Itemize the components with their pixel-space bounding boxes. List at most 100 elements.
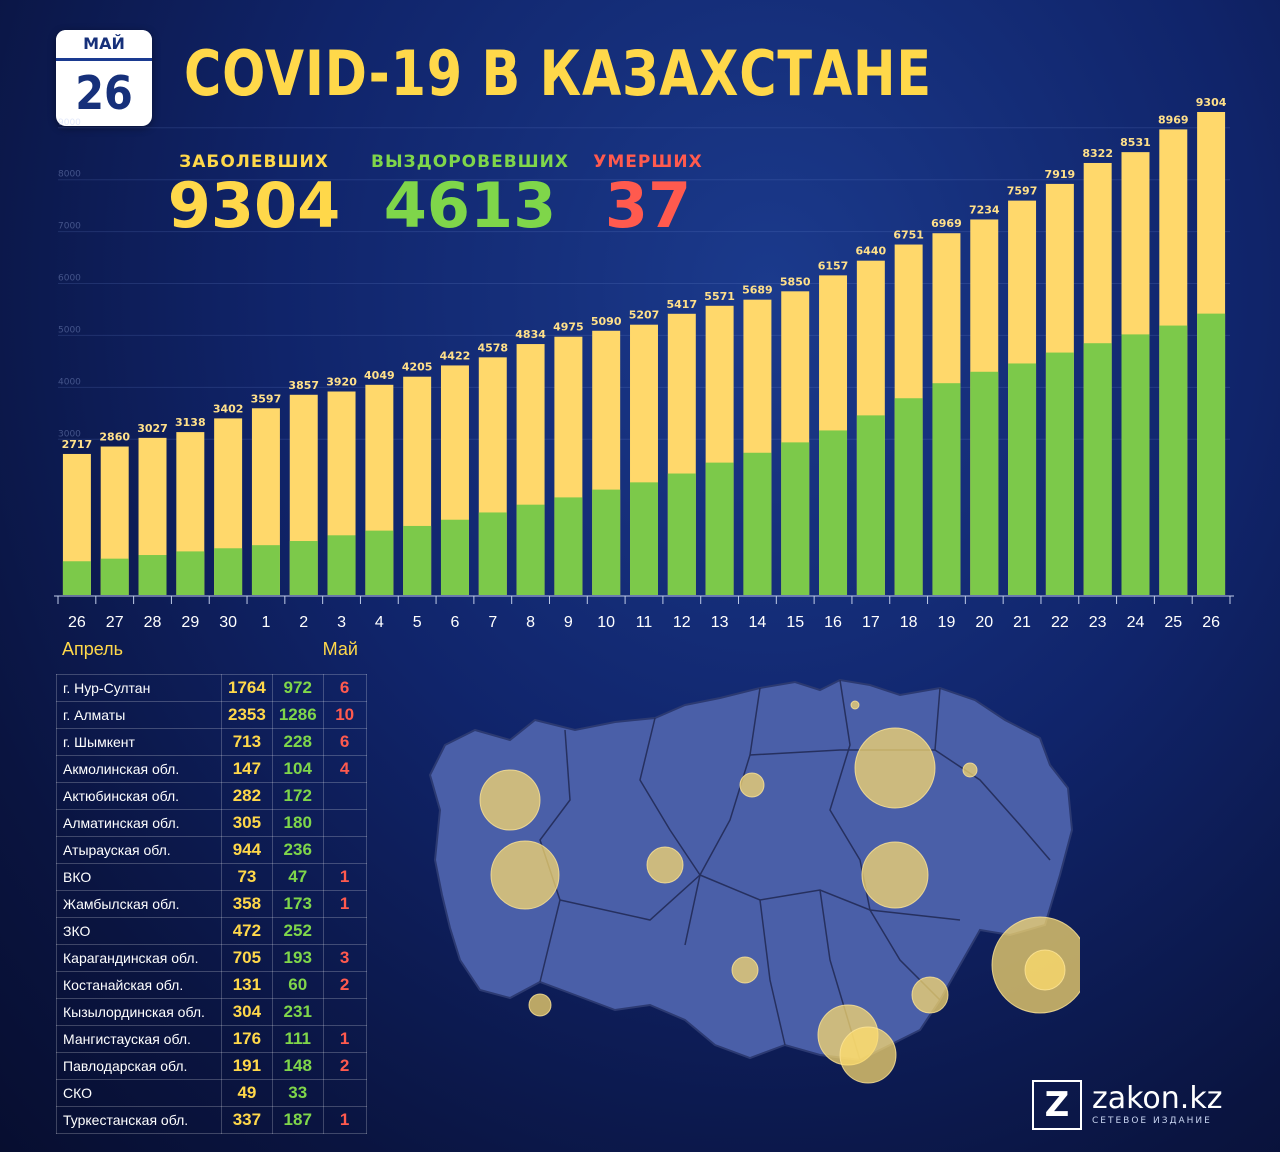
x-tick-label: 23 bbox=[1089, 614, 1107, 631]
data-label: 5689 bbox=[742, 284, 773, 297]
x-tick-label: 1 bbox=[261, 614, 270, 631]
region-deaths bbox=[322, 809, 367, 837]
logo-name: zakon.kz bbox=[1092, 1081, 1223, 1116]
cases-stat: ЗАБОЛЕВШИХ 9304 bbox=[162, 152, 346, 240]
region-name: Карагандинская обл. bbox=[56, 944, 222, 972]
region-cases: 472 bbox=[221, 917, 273, 945]
y-tick-label: 7000 bbox=[58, 222, 81, 232]
region-recovered: 231 bbox=[271, 998, 324, 1026]
bar-recovered bbox=[667, 473, 696, 595]
y-tick-label: 8000 bbox=[58, 170, 81, 180]
table-row: ЗКО 472 252 bbox=[56, 917, 367, 945]
x-tick-label: 28 bbox=[144, 614, 162, 631]
bar-recovered bbox=[630, 482, 658, 595]
x-tick-label: 18 bbox=[900, 614, 918, 631]
region-name: Актюбинская обл. bbox=[56, 782, 222, 810]
kazakhstan-map bbox=[428, 678, 1080, 1084]
region-deaths bbox=[322, 836, 367, 864]
data-label: 2860 bbox=[99, 431, 130, 444]
x-tick-label: 15 bbox=[786, 614, 804, 631]
region-recovered: 252 bbox=[271, 917, 324, 945]
data-label: 9304 bbox=[1196, 96, 1227, 109]
deaths-label: УМЕРШИХ bbox=[593, 152, 703, 172]
region-name: Костанайская обл. bbox=[56, 971, 222, 999]
region-recovered: 148 bbox=[271, 1052, 324, 1080]
region-deaths bbox=[322, 998, 367, 1026]
x-tick-label: 26 bbox=[1202, 614, 1220, 631]
bar-recovered bbox=[327, 535, 356, 595]
logo-subtitle: СЕТЕВОЕ ИЗДАНИЕ bbox=[1092, 1116, 1212, 1126]
x-tick-label: 2 bbox=[299, 614, 308, 631]
region-cases: 305 bbox=[221, 809, 273, 837]
x-tick-label: 24 bbox=[1127, 614, 1145, 631]
x-tick-label: 20 bbox=[975, 614, 993, 631]
bar-recovered bbox=[554, 497, 583, 595]
region-deaths: 2 bbox=[322, 971, 367, 999]
bar-recovered bbox=[1121, 334, 1150, 595]
region-deaths: 2 bbox=[322, 1052, 367, 1080]
region-cases: 1764 bbox=[221, 674, 273, 702]
region-recovered: 187 bbox=[271, 1106, 324, 1134]
region-deaths: 1 bbox=[322, 1025, 367, 1053]
region-cases: 147 bbox=[221, 755, 273, 783]
region-recovered: 172 bbox=[271, 782, 324, 810]
region-recovered: 972 bbox=[271, 674, 324, 702]
region-recovered: 60 bbox=[271, 971, 324, 999]
region-name: Алматинская обл. bbox=[56, 809, 222, 837]
data-label: 4422 bbox=[440, 349, 471, 362]
region-name: Мангистауская обл. bbox=[56, 1025, 222, 1053]
zakon-logo: Z zakon.kz СЕТЕВОЕ ИЗДАНИЕ bbox=[1032, 1080, 1222, 1130]
x-tick-label: 29 bbox=[181, 614, 199, 631]
deaths-stat: УМЕРШИХ 37 bbox=[592, 152, 704, 240]
month-label: Май bbox=[323, 639, 358, 659]
bar-recovered bbox=[1159, 325, 1188, 595]
region-cases: 705 bbox=[221, 944, 273, 972]
data-label: 3857 bbox=[288, 379, 319, 392]
y-tick-label: 6000 bbox=[58, 274, 81, 284]
table-row: Акмолинская обл. 147 104 4 bbox=[56, 755, 367, 783]
x-tick-label: 11 bbox=[636, 614, 653, 631]
table-row: г. Алматы 2353 1286 10 bbox=[56, 701, 367, 729]
case-bubble bbox=[911, 976, 949, 1014]
y-tick-label: 5000 bbox=[58, 325, 81, 335]
region-recovered: 180 bbox=[271, 809, 324, 837]
bar-recovered bbox=[970, 371, 999, 595]
table-row: г. Нур-Султан 1764 972 6 bbox=[56, 674, 367, 702]
region-name: СКО bbox=[56, 1079, 222, 1107]
case-bubble bbox=[739, 772, 765, 798]
bar-recovered bbox=[743, 452, 772, 595]
data-label: 8531 bbox=[1120, 136, 1151, 149]
region-deaths: 1 bbox=[322, 890, 367, 918]
data-label: 8969 bbox=[1158, 113, 1189, 126]
region-deaths: 6 bbox=[322, 728, 367, 756]
bar-recovered bbox=[214, 548, 243, 595]
case-bubble bbox=[839, 1026, 897, 1084]
case-bubble bbox=[731, 956, 759, 984]
case-bubbles bbox=[479, 700, 1080, 1084]
region-cases: 282 bbox=[221, 782, 273, 810]
case-bubble bbox=[490, 840, 560, 910]
case-bubble bbox=[479, 769, 541, 831]
x-tick-label: 5 bbox=[413, 614, 422, 631]
region-recovered: 193 bbox=[271, 944, 324, 972]
region-cases: 191 bbox=[221, 1052, 273, 1080]
y-tick-label: 9000 bbox=[58, 118, 81, 128]
region-cases: 73 bbox=[221, 863, 273, 891]
table-row: СКО 49 33 bbox=[56, 1079, 367, 1107]
x-tick-label: 14 bbox=[749, 614, 767, 631]
case-bubble bbox=[528, 993, 552, 1017]
region-name: Атырауская обл. bbox=[56, 836, 222, 864]
bar-recovered bbox=[592, 489, 621, 595]
x-tick-label: 30 bbox=[219, 614, 237, 631]
table-row: Туркестанская обл. 337 187 1 bbox=[56, 1106, 367, 1134]
region-recovered: 33 bbox=[271, 1079, 324, 1107]
bar-recovered bbox=[100, 558, 129, 595]
bar-recovered bbox=[403, 525, 432, 595]
bar-recovered bbox=[894, 398, 923, 595]
region-cases: 944 bbox=[221, 836, 273, 864]
x-tick-label: 3 bbox=[337, 614, 346, 631]
x-tick-label: 4 bbox=[375, 614, 384, 631]
x-tick-label: 22 bbox=[1051, 614, 1069, 631]
region-name: ЗКО bbox=[56, 917, 222, 945]
y-tick-label: 4000 bbox=[58, 377, 81, 387]
